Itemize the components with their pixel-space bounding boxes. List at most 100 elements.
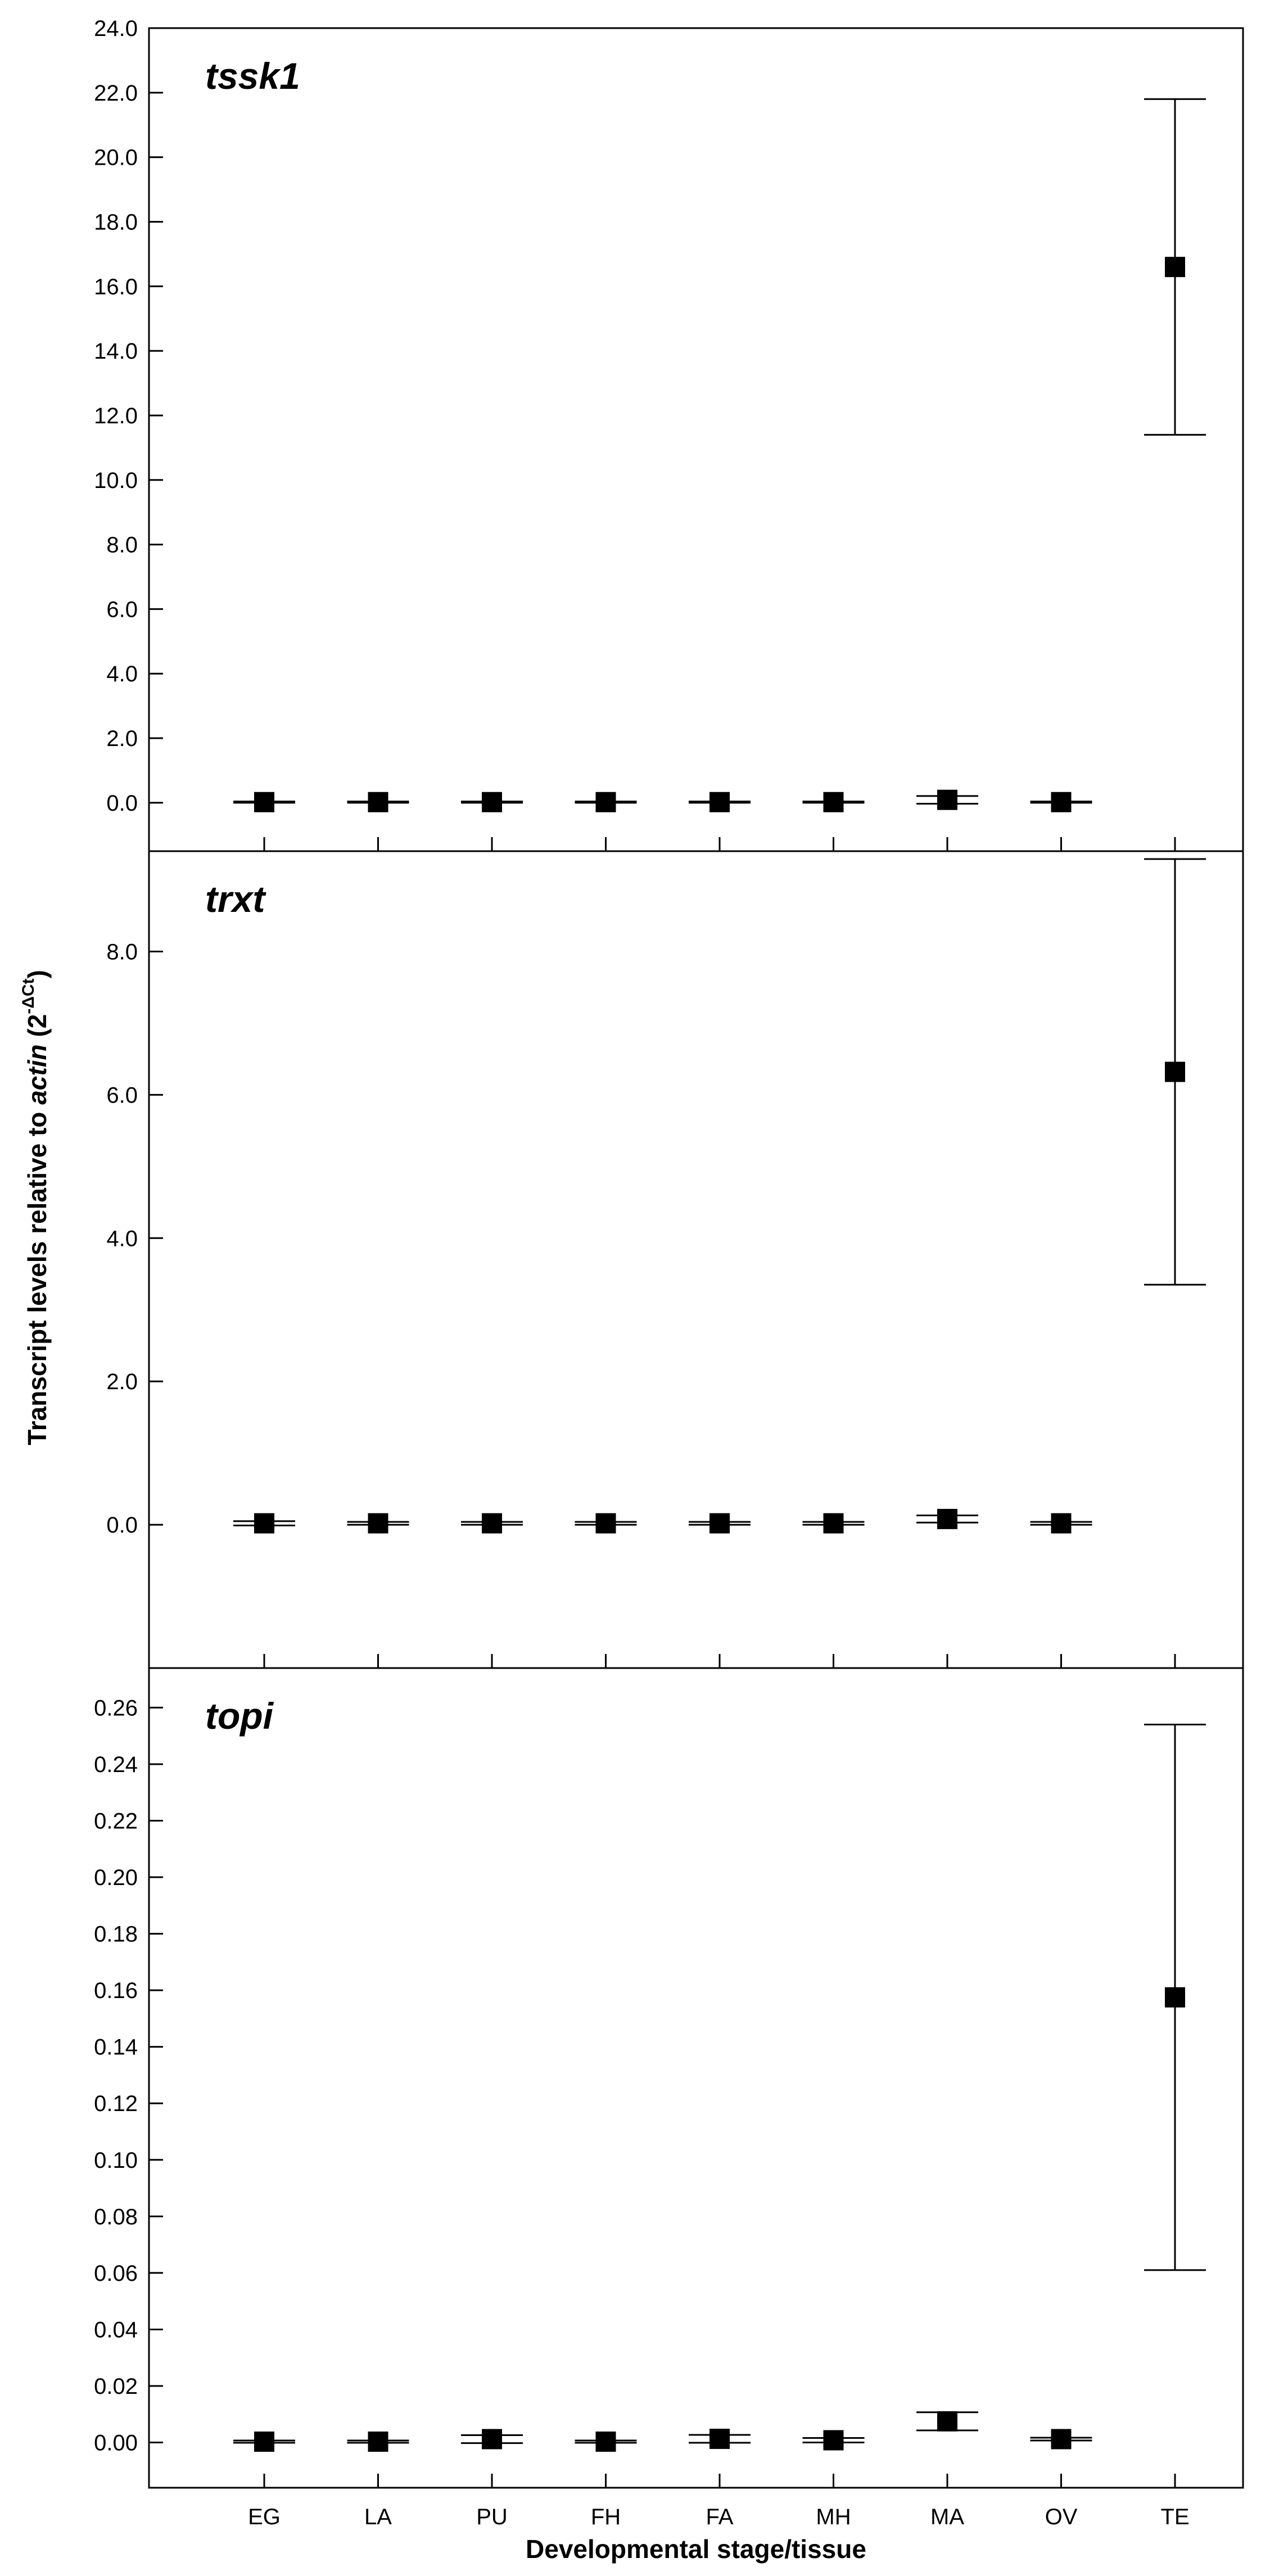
y-tick-label: 14.0 <box>94 339 138 364</box>
y-tick-label: 20.0 <box>94 146 138 170</box>
plot-frame <box>148 850 1244 1669</box>
y-tick-label: 6.0 <box>106 1083 138 1108</box>
y-tick-label: 4.0 <box>106 1226 138 1251</box>
data-marker <box>1165 256 1185 277</box>
y-tick-label: 2.0 <box>106 1370 138 1394</box>
data-point-la <box>347 1513 409 1534</box>
y-tick-label: 10.0 <box>94 468 138 493</box>
data-point-eg <box>233 792 295 812</box>
y-tick-label: 0.12 <box>94 2091 138 2116</box>
data-point-mh <box>802 1513 865 1534</box>
data-point-fh <box>575 1513 637 1534</box>
x-axis-label: Developmental stage/tissue <box>526 2534 866 2564</box>
panel-3: topi 0.00 0.02 0.04 0.06 0.08 0.10 0.12 0.14 0.16… <box>94 1667 1244 2489</box>
data-point-te <box>1144 858 1206 1286</box>
data-marker <box>1051 792 1072 812</box>
panel-1: tssk1 0.0 2.0 4.0 6.0 8.0 10.0 12.0 14.0 16.0 18.0… <box>94 16 1244 852</box>
y-tick-label: 2.0 <box>106 726 138 751</box>
data-point-pu <box>461 2429 523 2450</box>
data-point-ma <box>916 2411 978 2432</box>
y-tick-label: 0.0 <box>106 791 138 816</box>
x-tick-label: MA <box>930 2505 964 2529</box>
data-marker <box>254 2432 274 2452</box>
data-marker <box>937 2411 957 2432</box>
y-tick-label: 0.02 <box>94 2374 138 2399</box>
y-tick-label: 0.04 <box>94 2317 138 2342</box>
y-tick-label: 4.0 <box>106 662 138 686</box>
data-marker <box>1051 2429 1072 2450</box>
y-tick-label: 8.0 <box>106 533 138 558</box>
x-tick-label: EG <box>248 2505 281 2529</box>
panel-title: tssk1 <box>205 55 300 97</box>
y-tick-label: 0.0 <box>106 1513 138 1538</box>
y-tick-label: 16.0 <box>94 274 138 299</box>
data-marker <box>937 1508 957 1529</box>
y-tick-label: 0.06 <box>94 2261 138 2286</box>
data-point-fa <box>689 792 751 812</box>
data-marker <box>254 792 274 812</box>
y-tick-label: 0.16 <box>94 1978 138 2003</box>
data-marker <box>368 792 388 812</box>
data-point-mh <box>802 792 865 812</box>
data-point-fa <box>689 1513 751 1534</box>
data-marker <box>482 2429 502 2450</box>
data-marker <box>823 792 844 812</box>
x-tick-label: OV <box>1045 2505 1078 2529</box>
data-point-ov <box>1030 2429 1092 2450</box>
x-tick-label: LA <box>364 2505 392 2529</box>
y-tick-label: 12.0 <box>94 404 138 428</box>
data-point-te <box>1144 1724 1206 2271</box>
data-point-la <box>347 2432 409 2452</box>
data-marker <box>595 1513 616 1534</box>
data-marker <box>254 1513 274 1534</box>
y-tick-label: 0.08 <box>94 2204 138 2229</box>
plot-frame <box>148 1667 1244 2489</box>
data-point-fh <box>575 2432 637 2452</box>
data-marker <box>823 1513 844 1534</box>
plot-frame <box>148 27 1244 852</box>
data-marker <box>482 1513 502 1534</box>
data-point-ov <box>1030 1513 1092 1534</box>
y-tick-label: 18.0 <box>94 210 138 234</box>
data-marker <box>595 792 616 812</box>
y-tick-label: 0.00 <box>94 2431 138 2456</box>
data-marker <box>1165 1061 1185 1082</box>
data-marker <box>823 2430 844 2451</box>
data-marker <box>709 2429 730 2450</box>
y-tick-label: 0.18 <box>94 1922 138 1947</box>
data-marker <box>368 2432 388 2452</box>
x-tick-label: TE <box>1160 2505 1189 2529</box>
x-tick-label: PU <box>476 2505 508 2529</box>
data-point-eg <box>233 1513 295 1534</box>
y-tick-label: 8.0 <box>106 939 138 964</box>
y-tick-label: 24.0 <box>94 16 138 41</box>
y-tick-label: 0.26 <box>94 1696 138 1720</box>
panel-title: topi <box>205 1695 274 1737</box>
y-tick-label: 0.10 <box>94 2148 138 2173</box>
x-tick-label: FH <box>591 2505 621 2529</box>
data-marker <box>937 789 957 810</box>
panel-2: trxt 0.0 2.0 4.0 6.0 8.0 <box>106 850 1244 1669</box>
data-marker <box>1051 1513 1072 1534</box>
data-point-la <box>347 792 409 812</box>
panel-title: trxt <box>205 878 266 920</box>
y-tick-label: 0.20 <box>94 1865 138 1890</box>
data-marker <box>1165 1987 1185 2008</box>
data-point-pu <box>461 792 523 812</box>
x-tick-label: FA <box>706 2505 734 2529</box>
y-tick-label: 0.14 <box>94 2035 138 2060</box>
y-tick-label: 22.0 <box>94 81 138 106</box>
data-point-fh <box>575 792 637 812</box>
x-tick-label: MH <box>816 2505 851 2529</box>
data-point-te <box>1144 98 1206 436</box>
data-marker <box>368 1513 388 1534</box>
data-point-mh <box>802 2430 865 2451</box>
data-point-ma <box>916 1508 978 1529</box>
data-point-fa <box>689 2429 751 2450</box>
data-marker <box>709 1513 730 1534</box>
data-point-ma <box>916 789 978 810</box>
data-marker <box>482 792 502 812</box>
data-point-ov <box>1030 792 1092 812</box>
data-point-pu <box>461 1513 523 1534</box>
